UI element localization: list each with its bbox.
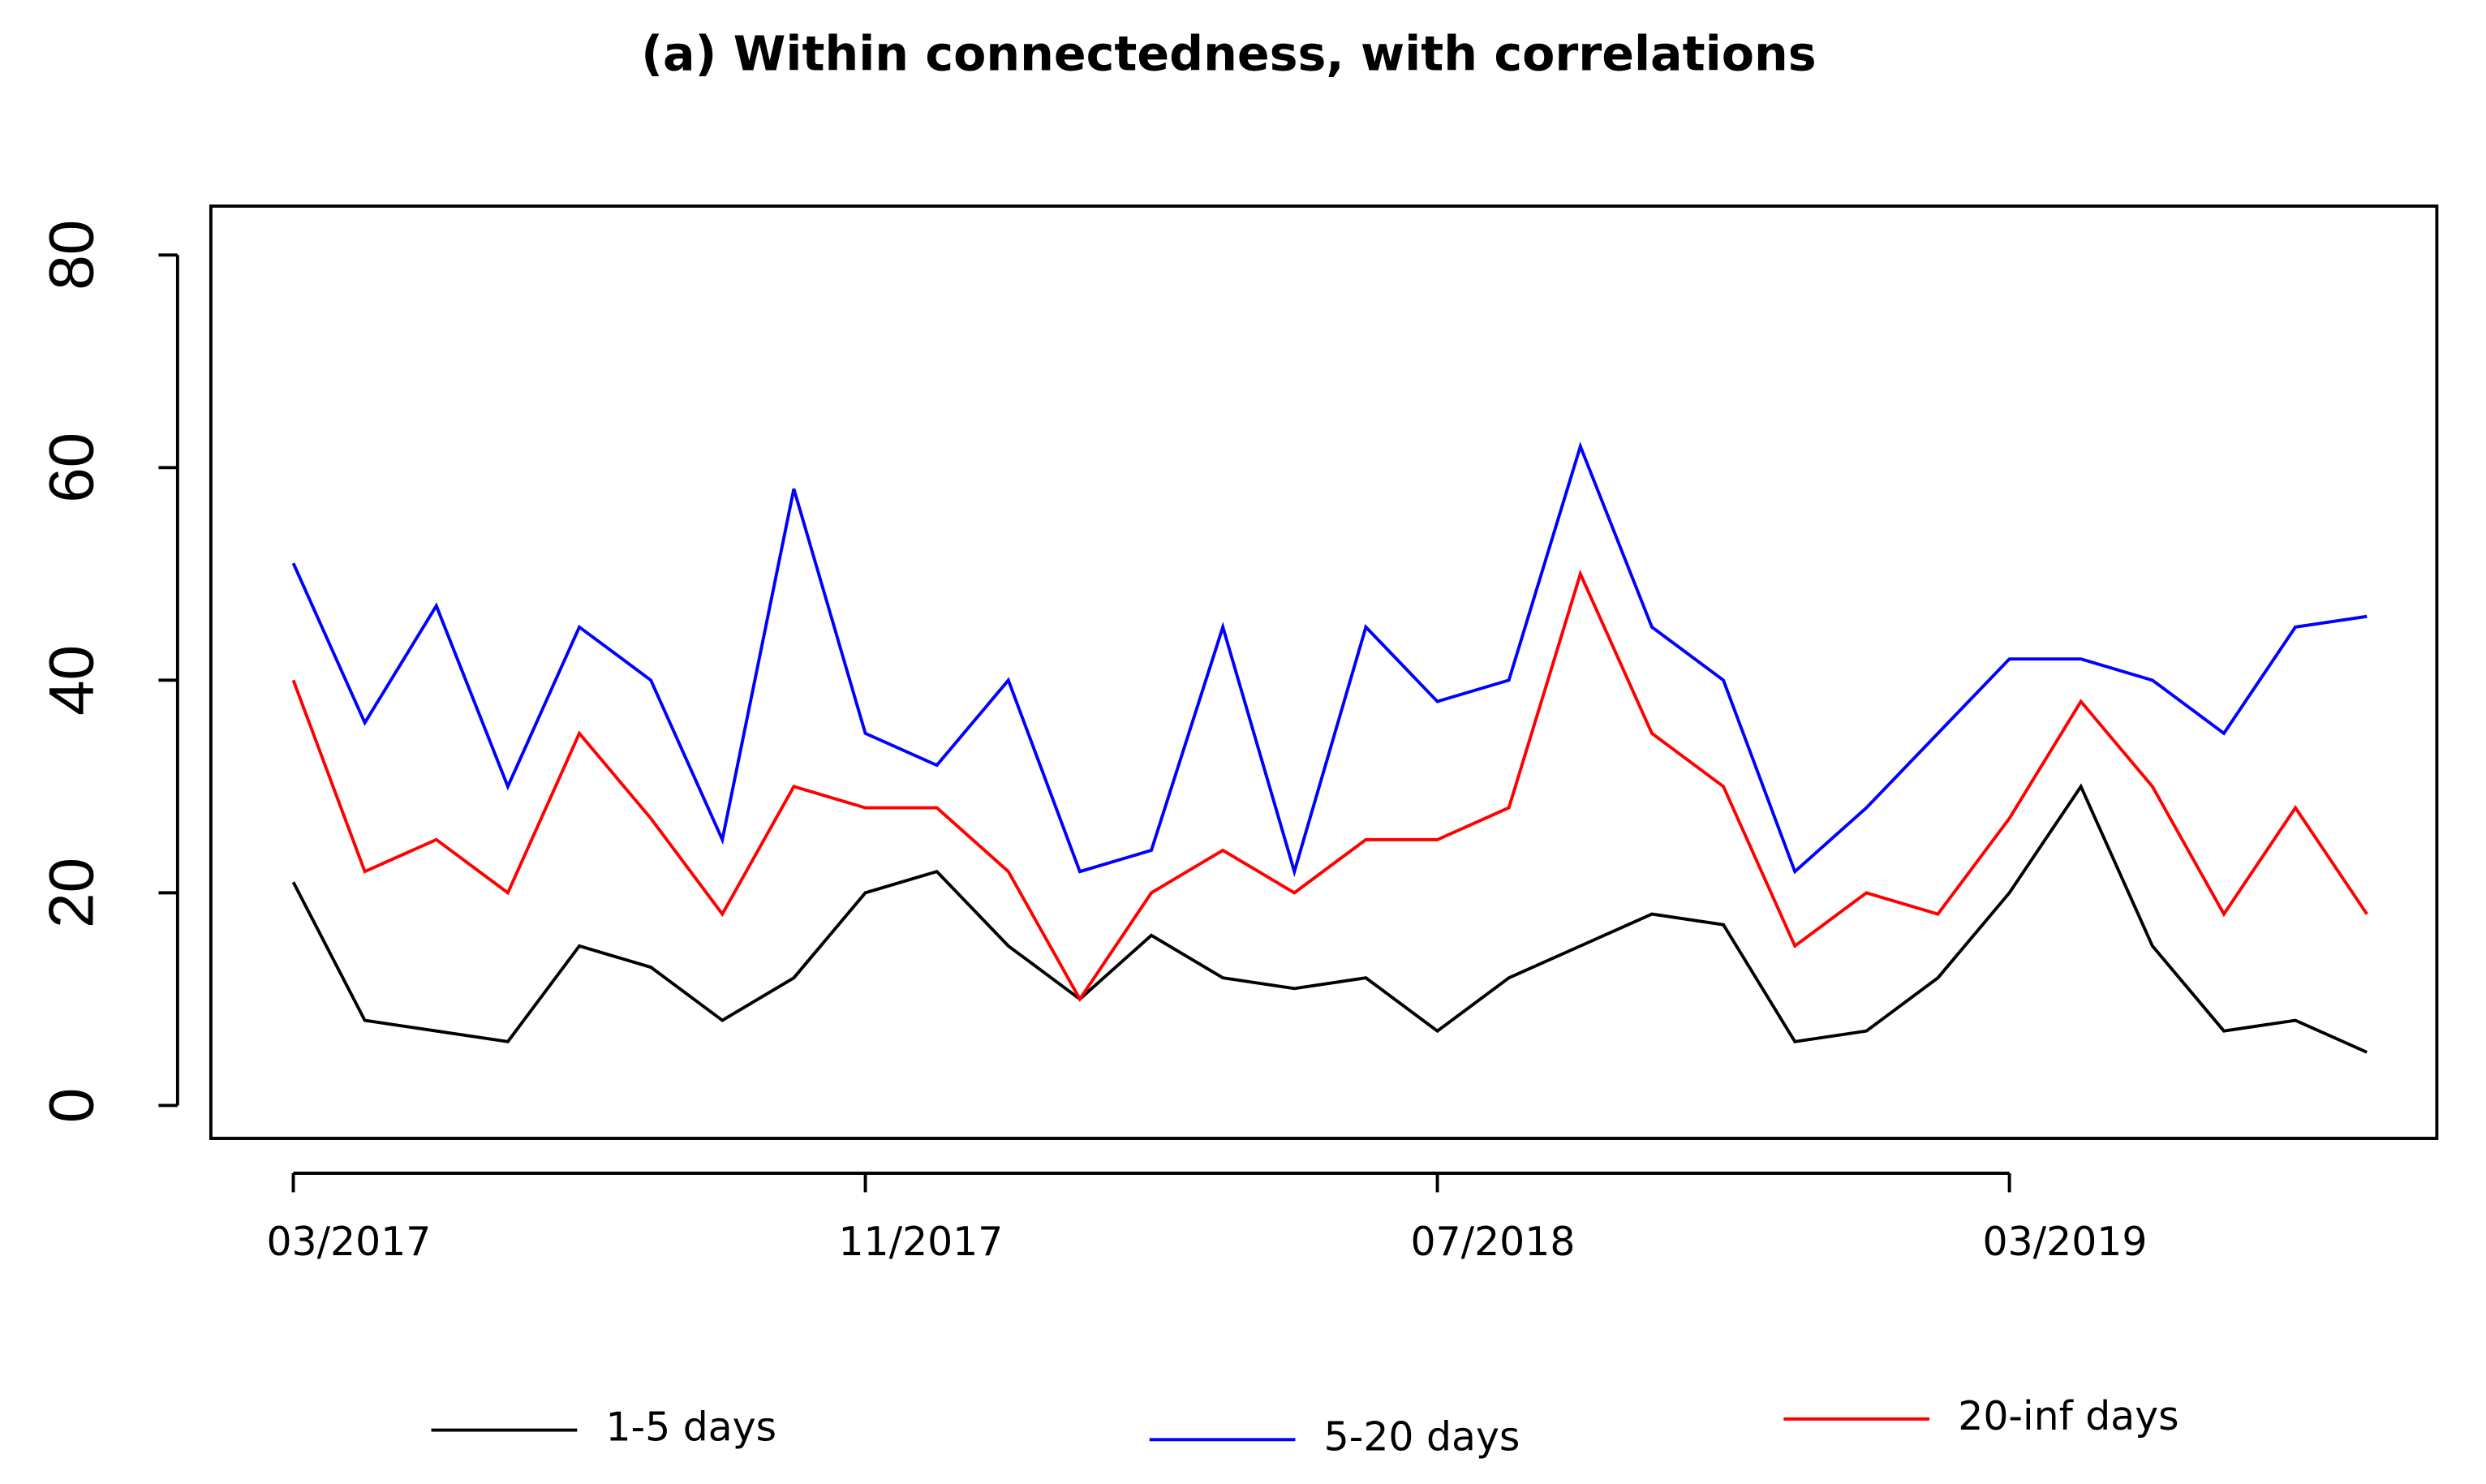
legend-label: 5-20 days	[1324, 1413, 1520, 1460]
x-tick-label: 11/2017	[838, 1219, 1003, 1265]
y-tick-label: 20	[35, 858, 106, 928]
series-line	[291, 569, 2368, 1003]
series-line	[291, 441, 2368, 878]
series-line	[291, 783, 2368, 1054]
y-tick-label: 40	[35, 645, 106, 716]
legend-label: 1-5 days	[605, 1404, 776, 1451]
y-tick-label: 60	[35, 432, 106, 503]
x-tick-label: 07/2018	[1410, 1219, 1575, 1265]
plot-frame	[209, 204, 2439, 1140]
legend-label: 20-inf days	[1958, 1393, 2178, 1439]
x-tick-label: 03/2019	[1983, 1219, 2148, 1265]
x-tick-label: 03/2017	[266, 1219, 431, 1265]
y-tick-label: 0	[35, 1088, 106, 1123]
y-tick-label: 80	[35, 220, 106, 290]
chart-title: (a) Within connectedness, with correlati…	[641, 26, 1816, 81]
